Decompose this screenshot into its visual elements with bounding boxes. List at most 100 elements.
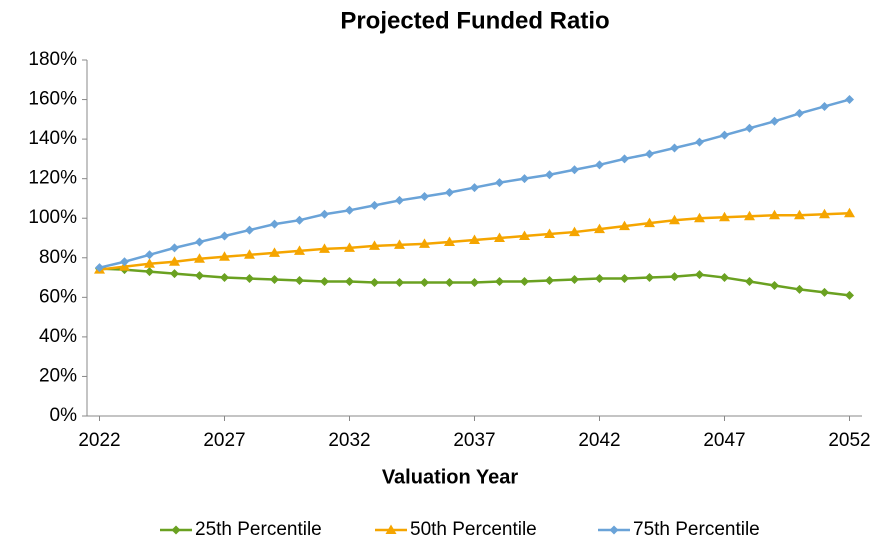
marker (170, 243, 179, 253)
marker (385, 524, 397, 534)
x-tick-label: 2022 (78, 430, 120, 451)
marker (694, 212, 705, 223)
marker (669, 214, 680, 225)
x-tick-label: 2042 (578, 430, 620, 451)
marker (95, 263, 104, 273)
legend-label: 75th Percentile (633, 519, 760, 540)
marker (570, 165, 579, 175)
marker (195, 237, 204, 247)
marker (820, 287, 829, 297)
marker (770, 280, 779, 290)
marker (644, 217, 655, 228)
marker (494, 232, 505, 242)
marker (395, 278, 404, 287)
marker (319, 243, 330, 253)
y-tick-label: 160% (28, 89, 77, 110)
marker (420, 278, 429, 287)
marker (719, 211, 730, 222)
marker (620, 154, 629, 164)
marker (794, 209, 805, 220)
marker (244, 249, 255, 259)
legend-label: 50th Percentile (410, 519, 537, 540)
x-tick-label: 2047 (703, 430, 745, 451)
marker (795, 284, 804, 294)
marker (245, 274, 254, 284)
marker (394, 239, 405, 249)
y-tick-label: 80% (39, 247, 77, 268)
marker (445, 278, 454, 287)
marker (395, 195, 404, 205)
marker (520, 277, 529, 287)
marker (145, 267, 154, 277)
marker (345, 277, 354, 287)
x-axis-label: Valuation Year (382, 466, 519, 488)
marker (820, 101, 829, 111)
marker (645, 273, 654, 283)
marker (270, 275, 279, 285)
marker (169, 256, 180, 266)
marker (144, 258, 155, 268)
marker (320, 277, 329, 287)
x-tick-label: 2037 (453, 430, 495, 451)
marker (344, 242, 355, 252)
marker (795, 108, 804, 118)
marker (145, 250, 154, 260)
marker (295, 215, 304, 225)
marker (609, 525, 619, 535)
marker (444, 236, 455, 246)
marker (670, 143, 679, 153)
marker (620, 274, 629, 284)
marker (419, 238, 430, 248)
y-tick-label: 140% (28, 128, 77, 149)
marker (469, 234, 480, 244)
marker (495, 178, 504, 188)
marker (294, 245, 305, 255)
marker (370, 200, 379, 210)
marker (495, 277, 504, 287)
marker (245, 225, 254, 235)
y-tick-label: 60% (39, 286, 77, 307)
marker (569, 226, 580, 237)
marker (845, 290, 854, 300)
marker (645, 149, 654, 159)
marker (619, 220, 630, 231)
marker (519, 230, 530, 241)
marker (470, 278, 479, 287)
y-tick-label: 120% (28, 168, 77, 189)
marker (194, 253, 205, 263)
marker (295, 276, 304, 286)
marker (770, 116, 779, 126)
marker (595, 160, 604, 170)
marker (520, 174, 529, 184)
marker (320, 209, 329, 219)
x-tick-label: 2052 (828, 430, 870, 451)
marker (445, 188, 454, 198)
marker (844, 207, 855, 218)
marker (744, 210, 755, 221)
marker (170, 269, 179, 279)
marker (120, 257, 129, 267)
marker (720, 130, 729, 140)
y-tick-label: 100% (28, 207, 77, 228)
marker (220, 231, 229, 241)
legend-label: 25th Percentile (195, 519, 322, 540)
marker (695, 270, 704, 280)
marker (594, 223, 605, 234)
marker (345, 205, 354, 215)
marker (219, 251, 230, 261)
marker (695, 137, 704, 147)
marker (845, 95, 854, 105)
marker (269, 247, 280, 257)
marker (769, 209, 780, 220)
y-tick-label: 0% (50, 405, 78, 426)
marker (470, 183, 479, 193)
marker (270, 219, 279, 229)
y-tick-label: 180% (28, 49, 77, 70)
marker (545, 170, 554, 180)
marker (670, 272, 679, 282)
marker (370, 278, 379, 287)
marker (220, 273, 229, 283)
y-tick-label: 40% (39, 326, 77, 347)
chart-title: Projected Funded Ratio (340, 7, 609, 34)
